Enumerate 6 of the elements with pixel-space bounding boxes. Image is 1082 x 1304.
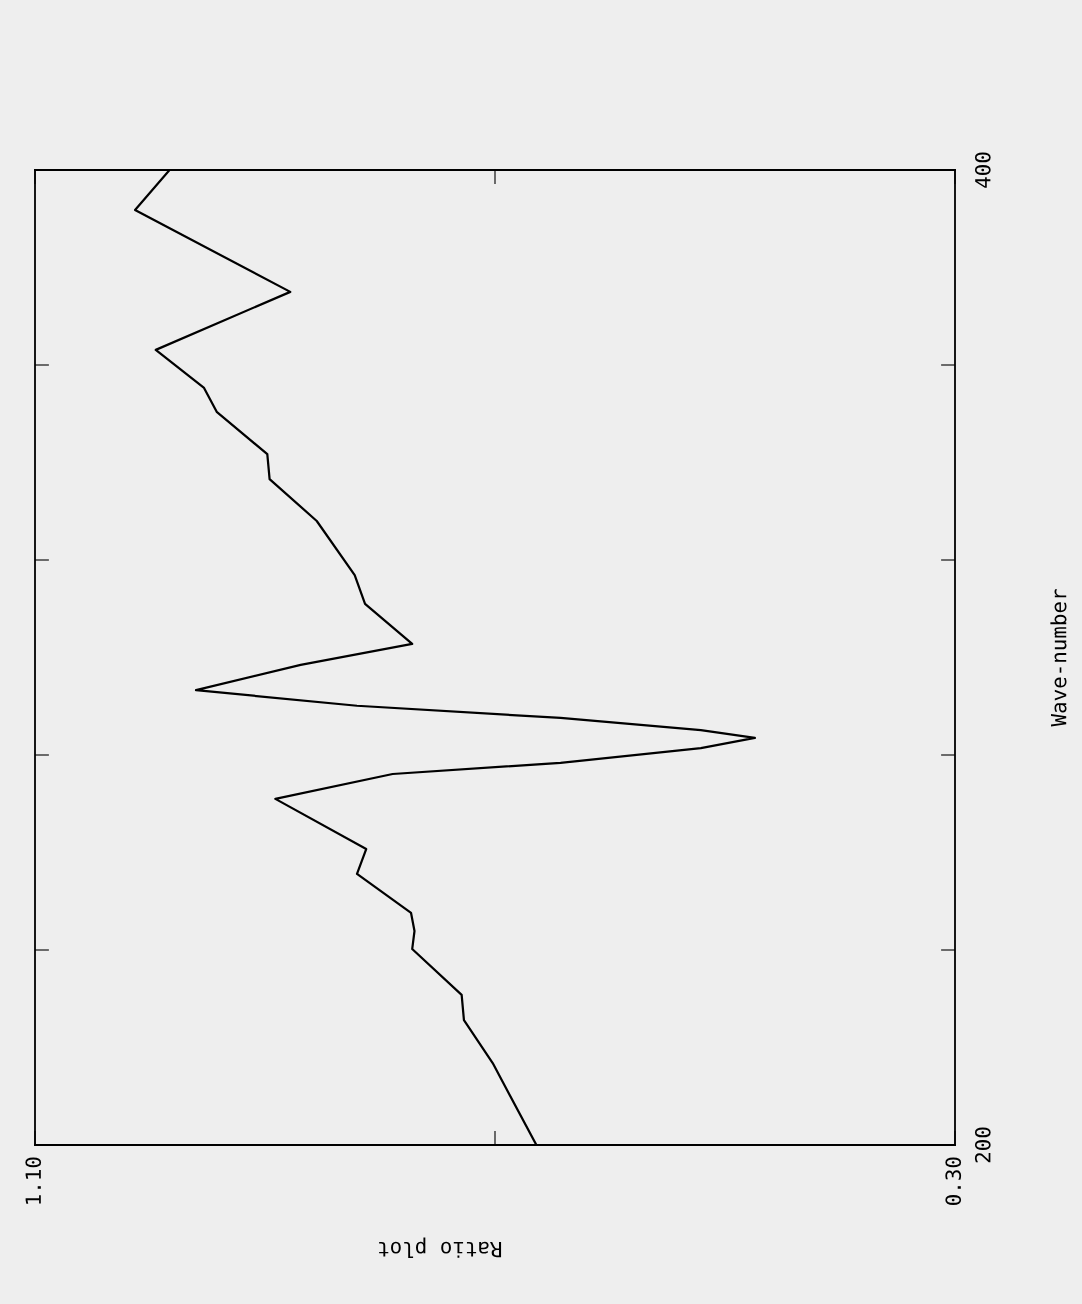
y-tick-label: 400	[974, 152, 991, 188]
x-axis-title: Ratio plot	[379, 1237, 502, 1258]
x-tick-label: 1.10	[25, 1157, 42, 1204]
y-tick-label: 200	[974, 1127, 991, 1163]
y-axis-title: Wave-number	[1050, 589, 1067, 727]
x-tick-label: 0.30	[945, 1157, 962, 1205]
